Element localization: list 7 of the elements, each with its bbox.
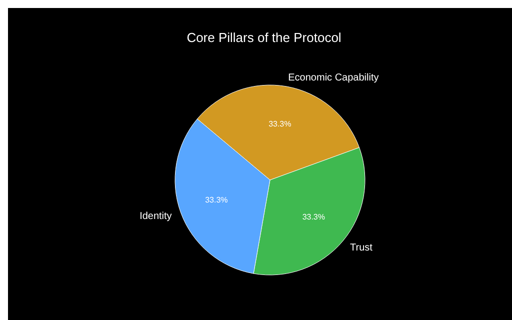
data-label: 33.3% [268,120,292,129]
slice-label: Trust [350,242,373,254]
data-label: 33.3% [302,212,326,222]
data-label: 33.3% [205,195,228,204]
slice-label: Identity [140,211,172,222]
slice-label: Economic Capability [288,72,379,84]
chart-title: Core Pillars of the Protocol [186,30,342,45]
